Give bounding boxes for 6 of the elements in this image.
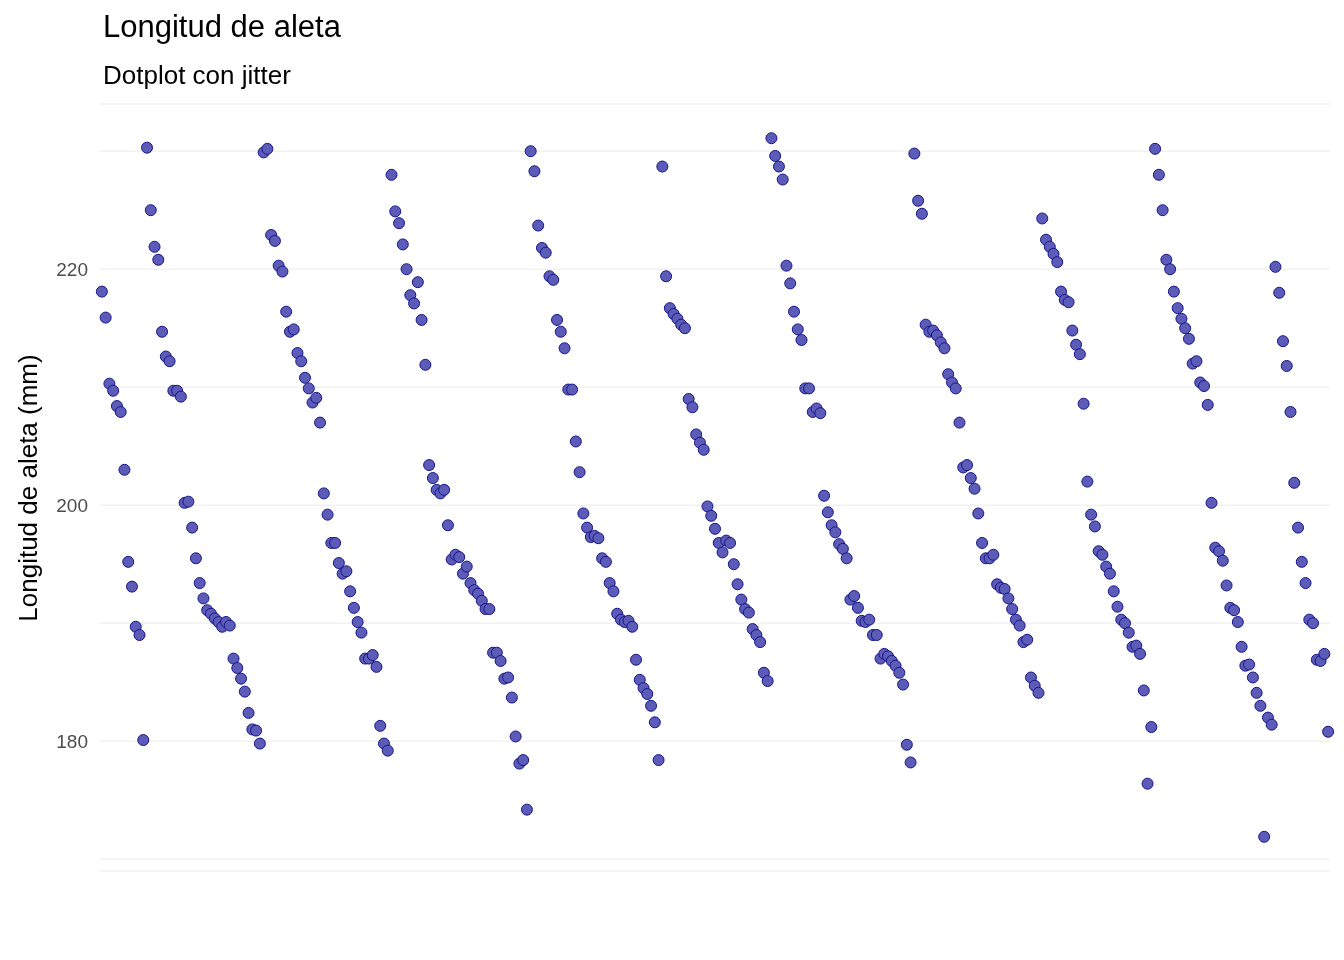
- y-tick-label: 220: [56, 258, 88, 280]
- y-axis-title: Longitud de aleta (mm): [12, 354, 44, 622]
- y-tick-label: 180: [56, 730, 88, 752]
- chart-subtitle: Dotplot con jitter: [103, 60, 291, 91]
- y-tick-label: 200: [56, 494, 88, 516]
- chart-title: Longitud de aleta: [103, 9, 341, 45]
